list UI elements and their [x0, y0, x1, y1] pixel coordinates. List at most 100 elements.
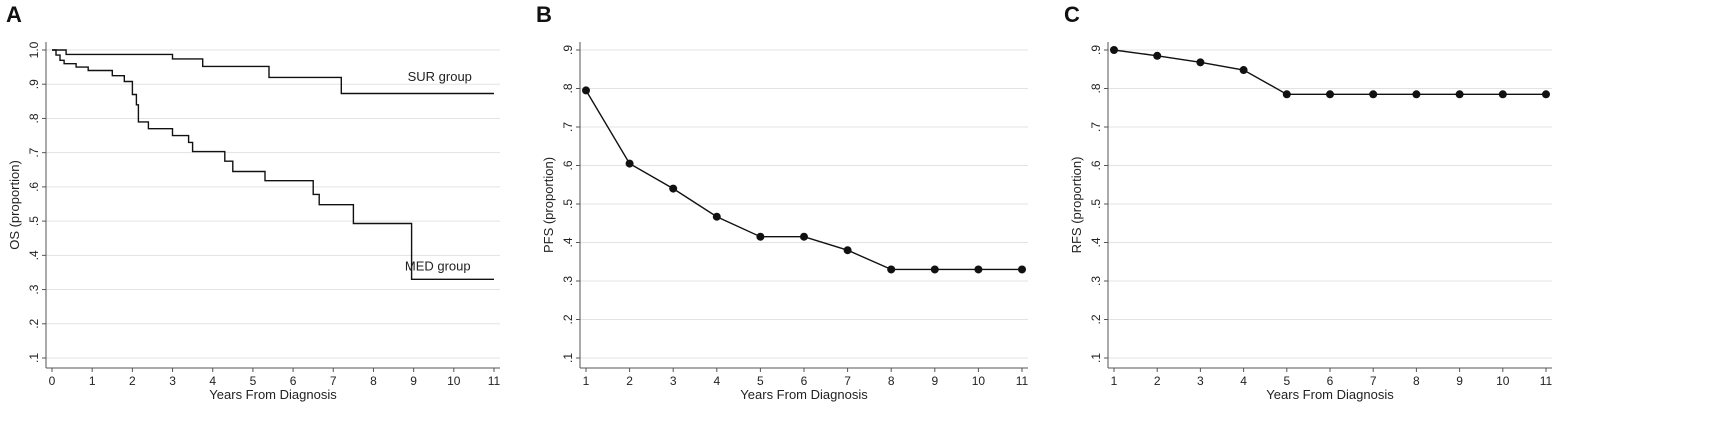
data-point [1282, 90, 1291, 99]
y-tick-label: .4 [1089, 237, 1103, 247]
data-point [1110, 46, 1118, 54]
x-tick-label: 11 [488, 374, 501, 388]
x-tick-label: 8 [1413, 374, 1420, 388]
x-tick-label: 6 [1327, 374, 1334, 388]
data-point [1196, 58, 1205, 67]
x-tick-label: 2 [1154, 374, 1161, 388]
x-tick-label: 9 [931, 374, 938, 388]
y-tick-label: .3 [27, 284, 41, 294]
y-tick-label: .6 [561, 160, 575, 170]
y-axis-title: RFS (proportion) [1069, 157, 1084, 254]
x-tick-label: 1 [1111, 374, 1118, 388]
y-tick-label: .6 [1089, 160, 1103, 170]
x-tick-label: 7 [330, 374, 337, 388]
x-axis-title: Years From Diagnosis [740, 387, 868, 402]
med-group-line [52, 49, 494, 280]
panel-letter-c: C [1064, 2, 1080, 27]
data-point [669, 184, 678, 193]
y-tick-label: .7 [27, 147, 41, 157]
x-tick-label: 2 [626, 374, 633, 388]
sur-group-label: SUR group [408, 69, 472, 84]
x-tick-label: 11 [1540, 374, 1553, 388]
x-tick-label: 10 [447, 374, 461, 388]
rfs-chart-svg: .1 .2 .3 .4 .5 .6 .7 .8 .9 1 2 3 4 5 6 7 8 9 10 11 Years Fro… [1069, 42, 1553, 402]
x-tick-label: 7 [844, 374, 851, 388]
y-tick-label: .1 [561, 353, 575, 363]
data-point [1239, 66, 1248, 75]
data-point [625, 159, 634, 168]
x-tick-label: 9 [1456, 374, 1463, 388]
data-point [582, 86, 590, 95]
x-tick-label: 3 [169, 374, 176, 388]
pfs-chart-svg: .1 .2 .3 .4 .5 .6 .7 .8 .9 1 2 3 4 5 6 7 8 9 10 11 Years Fro… [541, 42, 1029, 402]
x-tick-label: 9 [410, 374, 417, 388]
y-tick-label: .8 [1089, 83, 1103, 93]
x-tick-label: 5 [1283, 374, 1290, 388]
x-tick-label: 7 [1370, 374, 1377, 388]
x-tick-label: 5 [250, 374, 257, 388]
y-tick-label: .2 [561, 314, 575, 324]
x-tick-label: 4 [209, 374, 216, 388]
y-tick-label: .4 [561, 237, 575, 247]
data-point [1369, 90, 1378, 99]
x-axis-title: Years From Diagnosis [209, 387, 337, 402]
panel-letter-a: A [6, 2, 22, 27]
data-point [887, 265, 896, 274]
y-tick-label: .9 [1089, 45, 1103, 55]
data-point [1412, 90, 1421, 99]
x-tick-label: 2 [129, 374, 136, 388]
x-tick-label: 10 [972, 374, 986, 388]
data-point [930, 265, 939, 274]
med-group-label: MED group [405, 259, 471, 274]
x-tick-label: 3 [1197, 374, 1204, 388]
panel-c-rfs-chart: C .1 .2 .3 .4 .5 .6 .7 .8 .9 1 2 3 4 5 6 7 8 9 10 11 Years F… [1058, 0, 1588, 436]
y-tick-label: .7 [1089, 122, 1103, 132]
y-tick-label: .2 [1089, 314, 1103, 324]
data-point [800, 232, 808, 241]
data-point [1326, 90, 1334, 99]
x-axis-title: Years From Diagnosis [1266, 387, 1394, 402]
data-point [974, 265, 983, 274]
y-tick-label: .2 [27, 318, 41, 328]
x-tick-label: 8 [888, 374, 895, 388]
y-tick-label: .8 [27, 113, 41, 123]
x-tick-label: 1 [89, 374, 96, 388]
x-tick-label: 6 [290, 374, 297, 388]
x-tick-label: 8 [370, 374, 377, 388]
y-tick-label: .7 [561, 122, 575, 132]
y-tick-label: .5 [27, 216, 41, 226]
x-tick-label: 11 [1016, 374, 1029, 388]
data-point [1455, 90, 1464, 99]
series-line [1113, 49, 1546, 95]
x-tick-label: 10 [1496, 374, 1510, 388]
data-point [712, 212, 721, 221]
x-tick-label: 4 [1240, 374, 1247, 388]
x-tick-label: 4 [713, 374, 720, 388]
x-tick-label: 6 [801, 374, 808, 388]
data-point [1542, 90, 1550, 99]
y-tick-label: .5 [561, 199, 575, 209]
x-tick-label: 5 [757, 374, 764, 388]
panel-letter-b: B [536, 2, 552, 27]
y-tick-label: .4 [27, 250, 41, 260]
x-tick-label: 3 [670, 374, 677, 388]
y-tick-label: .1 [1089, 353, 1103, 363]
y-tick-label: .3 [1089, 276, 1103, 286]
data-point [756, 232, 765, 241]
data-point [1153, 51, 1162, 60]
data-point [1498, 90, 1507, 99]
y-tick-label: .8 [561, 83, 575, 93]
os-chart-svg: .1 .2 .3 .4 .5 .6 .7 .8 .9 1.0 0 1 2 3 4 5 6 7 8 9 10 11 Years… [7, 41, 501, 402]
y-axis-title: OS (proportion) [7, 160, 22, 250]
sur-group-line [52, 49, 494, 95]
x-tick-label: 0 [49, 374, 56, 388]
data-point [843, 246, 852, 255]
y-tick-label: .1 [27, 353, 41, 363]
panel-b-pfs-chart: B .1 .2 .3 .4 .5 .6 .7 .8 .9 1 2 3 4 5 6 7 8 9 10 11 Years F… [530, 0, 1060, 436]
y-tick-label: 1.0 [27, 41, 41, 58]
x-tick-label: 1 [583, 374, 590, 388]
y-tick-label: .6 [27, 182, 41, 192]
y-tick-label: .5 [1089, 199, 1103, 209]
y-tick-label: .3 [561, 276, 575, 286]
y-tick-label: .9 [561, 45, 575, 55]
